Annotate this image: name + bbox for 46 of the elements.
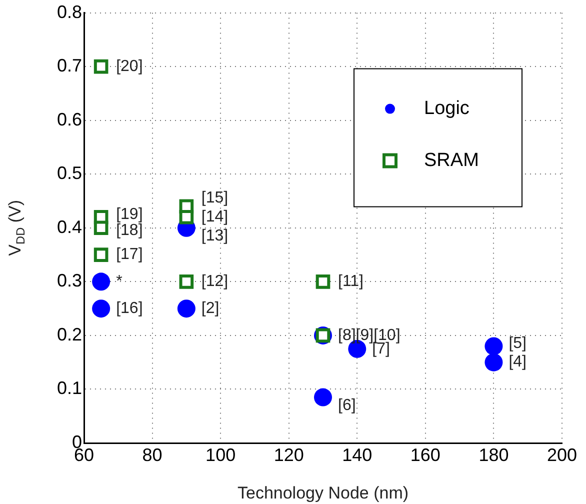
point bbox=[484, 337, 503, 356]
annotation: [4] bbox=[508, 354, 527, 371]
point bbox=[316, 274, 330, 289]
x-tick-label: 100 bbox=[206, 444, 236, 465]
point bbox=[179, 274, 194, 289]
annotation: [15] bbox=[201, 190, 228, 207]
x-axis-title: Technology Node (nm) bbox=[237, 483, 409, 502]
point bbox=[179, 210, 194, 224]
y-tick-label: 0.1 bbox=[56, 378, 82, 398]
annotation: [13] bbox=[201, 227, 228, 244]
annotation: [14] bbox=[201, 208, 228, 226]
annotation: [17] bbox=[116, 246, 143, 264]
annotation: [5] bbox=[508, 334, 527, 352]
point bbox=[484, 353, 503, 372]
annotation: [12] bbox=[201, 273, 228, 290]
point bbox=[92, 272, 110, 291]
x-tick-label: 180 bbox=[478, 444, 509, 465]
annotation: [8][9][10] bbox=[338, 326, 400, 344]
annotation: [16] bbox=[116, 300, 143, 317]
annotation: * bbox=[116, 273, 122, 290]
x-tick-label: 160 bbox=[410, 444, 440, 465]
y-tick-label: 0.2 bbox=[56, 324, 82, 344]
annotation: [19] bbox=[116, 206, 143, 223]
y-tick-label: 0.3 bbox=[56, 270, 82, 291]
y-tick-label: 0.6 bbox=[56, 109, 82, 130]
y-tick-label: 0.8 bbox=[56, 2, 82, 22]
y-tick-label: 0.5 bbox=[56, 163, 82, 184]
point bbox=[314, 388, 332, 406]
x-tick-label: 200 bbox=[546, 444, 578, 465]
point bbox=[94, 59, 108, 74]
legend-label: SRAM bbox=[424, 150, 479, 172]
y-tick-label: 0.7 bbox=[56, 56, 82, 76]
y-axis-title: VDD (V) bbox=[6, 200, 28, 256]
annotation: [2] bbox=[201, 300, 220, 317]
x-tick-label: 140 bbox=[342, 444, 372, 465]
point bbox=[177, 300, 196, 318]
y-tick-label: 0.4 bbox=[56, 216, 82, 237]
point bbox=[92, 300, 110, 318]
x-tick-label: 120 bbox=[274, 444, 304, 465]
annotation: [18] bbox=[116, 222, 143, 239]
point bbox=[94, 248, 108, 262]
annotation: [11] bbox=[338, 273, 364, 290]
annotation: [20] bbox=[116, 58, 143, 75]
x-tick-label: 80 bbox=[142, 444, 162, 465]
legend-label: Logic bbox=[424, 98, 470, 120]
annotation: [6] bbox=[338, 396, 356, 414]
